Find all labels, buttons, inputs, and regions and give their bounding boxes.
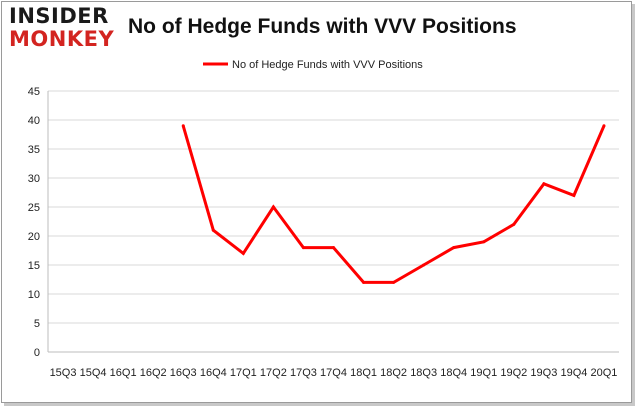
data-point [392, 280, 396, 284]
x-tick-label: 19Q4 [560, 367, 587, 379]
x-tick-labels: 15Q3 15Q4 16Q1 16Q2 16Q3 16Q4 17Q1 17Q2 17Q3 17Q4… [50, 367, 618, 379]
x-tick-label: 17Q1 [230, 367, 257, 379]
data-point [602, 124, 606, 128]
data-point [452, 246, 456, 250]
axis-layer [47, 91, 619, 353]
data-point [271, 205, 275, 209]
y-tick-label: 0 [34, 347, 40, 359]
x-tick-label: 19Q2 [500, 367, 527, 379]
x-tick-label: 17Q2 [260, 367, 287, 379]
x-tick-label: 17Q4 [320, 367, 347, 379]
logo-line-monkey: MONKEY [9, 27, 115, 51]
x-tick-label: 19Q1 [470, 367, 497, 379]
data-point [542, 182, 546, 186]
y-tick-label: 10 [28, 289, 40, 301]
data-point [422, 263, 426, 267]
data-point [181, 124, 185, 128]
x-tick-label: 20Q1 [591, 367, 618, 379]
insider-monkey-logo: INSIDER MONKEY [9, 6, 119, 54]
chart-title: No of Hedge Funds with VVV Positions [128, 15, 517, 38]
data-point [482, 240, 486, 244]
series-layer [181, 124, 606, 284]
x-tick-label: 16Q4 [200, 367, 227, 379]
y-tick-label: 40 [28, 115, 40, 127]
x-tick-label: 18Q1 [350, 367, 377, 379]
x-tick-label: 18Q4 [440, 367, 467, 379]
data-point [362, 280, 366, 284]
chart-frame [1, 1, 632, 403]
x-tick-label: 16Q1 [110, 367, 137, 379]
y-tick-label: 5 [34, 318, 40, 330]
y-tick-label: 20 [28, 231, 40, 243]
y-tick-label: 30 [28, 173, 40, 185]
logo-line-insider: INSIDER [9, 4, 109, 28]
x-tick-label: 18Q3 [410, 367, 437, 379]
y-tick-label: 25 [28, 202, 40, 214]
x-tick-label: 19Q3 [530, 367, 557, 379]
data-point [512, 222, 516, 226]
x-tick-label: 17Q3 [290, 367, 317, 379]
x-tick-label: 16Q3 [170, 367, 197, 379]
data-point [241, 251, 245, 255]
legend-label: No of Hedge Funds with VVV Positions [232, 59, 423, 71]
x-tick-label: 16Q2 [140, 367, 167, 379]
data-point [332, 246, 335, 250]
x-tick-label: 18Q2 [380, 367, 407, 379]
data-point [211, 228, 215, 232]
grid-layer [48, 90, 619, 324]
y-tick-label: 35 [28, 144, 40, 156]
data-point [572, 193, 576, 197]
data-point [301, 246, 305, 250]
y-tick-labels: 0 5 10 15 20 25 30 35 40 45 [28, 86, 40, 359]
x-tick-label: 15Q4 [80, 367, 107, 379]
y-tick-label: 15 [28, 260, 40, 272]
x-tick-label: 15Q3 [50, 367, 77, 379]
y-tick-label: 45 [28, 86, 40, 98]
legend: No of Hedge Funds with VVV Positions [203, 59, 423, 71]
